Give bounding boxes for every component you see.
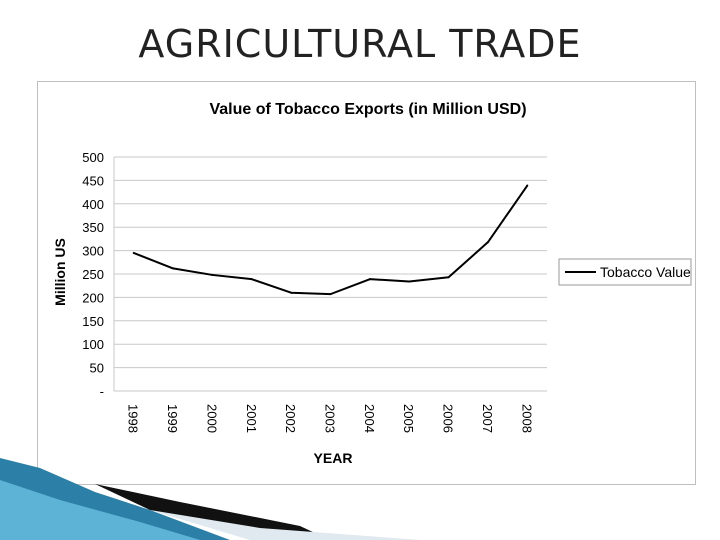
- x-tick-label: 2006: [441, 404, 456, 433]
- data-point: [486, 241, 489, 244]
- y-tick-label: 100: [82, 337, 104, 352]
- data-point: [447, 276, 450, 279]
- y-axis-label: Million US: [52, 238, 68, 306]
- x-tick-label: 2002: [283, 404, 298, 433]
- y-tick-label: 350: [82, 220, 104, 235]
- legend-box: [558, 258, 692, 286]
- legend: Tobacco Value: [558, 258, 692, 286]
- line-chart: Value of Tobacco Exports (in Million USD…: [52, 101, 692, 466]
- data-point: [172, 267, 175, 270]
- gridlines: [113, 156, 547, 392]
- legend-label: Tobacco Value: [600, 264, 691, 280]
- data-point: [408, 280, 411, 283]
- data-point: [290, 291, 293, 294]
- data-point: [526, 184, 529, 187]
- x-tick-label: 2004: [362, 404, 377, 433]
- x-tick-label: 2000: [204, 404, 219, 433]
- y-tick-label: 500: [82, 150, 104, 165]
- x-tick-label: 1998: [126, 404, 141, 433]
- data-point: [132, 251, 135, 254]
- data-point: [250, 278, 253, 281]
- x-tick-label: 2005: [401, 404, 416, 433]
- data-point: [368, 278, 371, 281]
- chart-title: Value of Tobacco Exports (in Million USD…: [209, 101, 526, 118]
- y-tick-label: 450: [82, 173, 104, 188]
- y-tick-label: 300: [82, 244, 104, 259]
- x-tick-label: 2001: [244, 404, 259, 433]
- y-tick-label: 250: [82, 267, 104, 282]
- chart-frame: Value of Tobacco Exports (in Million USD…: [37, 81, 696, 485]
- series-line: [133, 184, 529, 296]
- series-layer: [132, 184, 529, 296]
- data-point: [211, 273, 214, 276]
- y-tick-label: 150: [82, 314, 104, 329]
- slide-title: AGRICULTURAL TRADE: [138, 22, 582, 66]
- x-tick-label: 1999: [165, 404, 180, 433]
- decorative-swoosh: [0, 458, 420, 540]
- x-tick-label: 2007: [480, 404, 495, 433]
- x-tick-label: 2003: [323, 404, 338, 433]
- y-tick-label: 200: [82, 290, 104, 305]
- y-tick-labels: - 50 100 150 200 250 300 350 400 450 500: [82, 150, 104, 399]
- y-tick-label: 400: [82, 197, 104, 212]
- x-axis-label: YEAR: [314, 450, 353, 466]
- data-point: [329, 293, 332, 296]
- x-tick-labels: 1998 1999 2000 2001 2002 2003 2004 2005 2006 2007…: [126, 404, 535, 433]
- y-tick-label: 50: [90, 361, 104, 376]
- x-tick-label: 2008: [519, 404, 534, 433]
- y-tick-label: -: [100, 384, 104, 399]
